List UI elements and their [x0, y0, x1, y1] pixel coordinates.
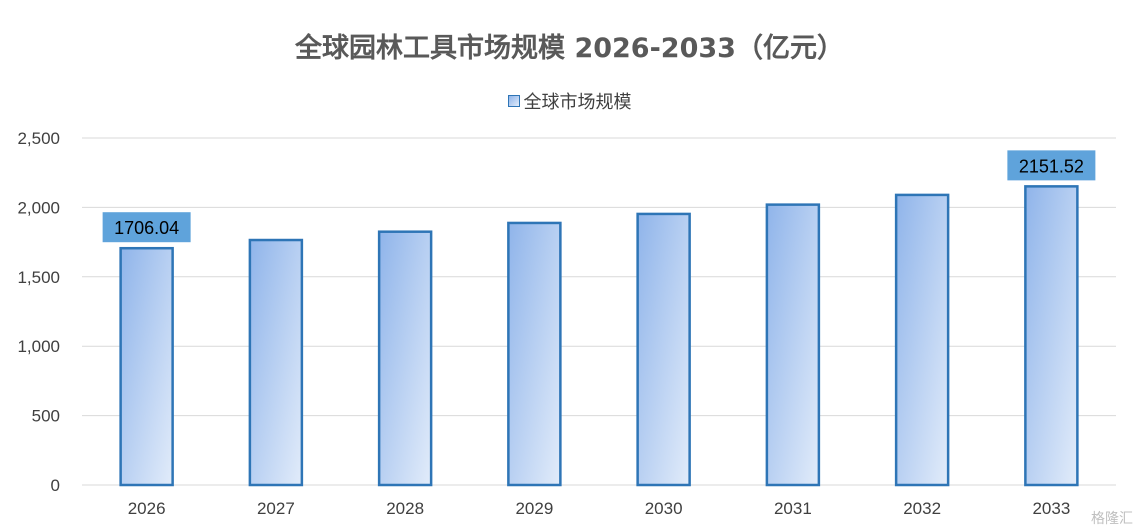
x-tick-label: 2033	[1032, 499, 1070, 518]
bar-2030	[636, 212, 691, 487]
bar-2027	[248, 238, 304, 487]
legend-swatch	[507, 95, 520, 107]
x-tick-label: 2028	[386, 499, 424, 518]
watermark: 格隆汇	[1091, 511, 1133, 527]
y-tick-label: 0	[51, 476, 60, 495]
legend-label: 全球市场规模	[523, 92, 632, 113]
data-label-2033: 2151.52	[1019, 156, 1084, 176]
x-tick-label: 2027	[257, 499, 295, 518]
y-tick-label: 2,000	[17, 198, 60, 217]
bar-2029	[507, 221, 562, 487]
bar-2032	[894, 193, 950, 487]
y-tick-label: 1,000	[17, 337, 60, 356]
legend: 全球市场规模	[0, 88, 1139, 114]
x-tick-label: 2029	[515, 499, 553, 518]
x-tick-label: 2032	[903, 499, 941, 518]
bar-2026	[119, 246, 174, 487]
x-tick-label: 2026	[128, 499, 166, 518]
y-tick-label: 1,500	[17, 268, 60, 287]
bar-2028	[377, 230, 433, 487]
bar-2033	[1024, 185, 1079, 487]
x-tick-label: 2030	[645, 499, 683, 518]
data-label-2026: 1706.04	[114, 218, 179, 238]
chart-title: 全球园林工具市场规模 2026-2033（亿元）	[295, 33, 844, 64]
bar-2031	[765, 203, 821, 487]
y-tick-label: 2,500	[17, 129, 60, 148]
data-label-box	[1007, 150, 1096, 181]
data-label-box	[102, 212, 191, 243]
x-tick-label: 2031	[774, 499, 812, 518]
y-tick-label: 500	[32, 407, 60, 426]
